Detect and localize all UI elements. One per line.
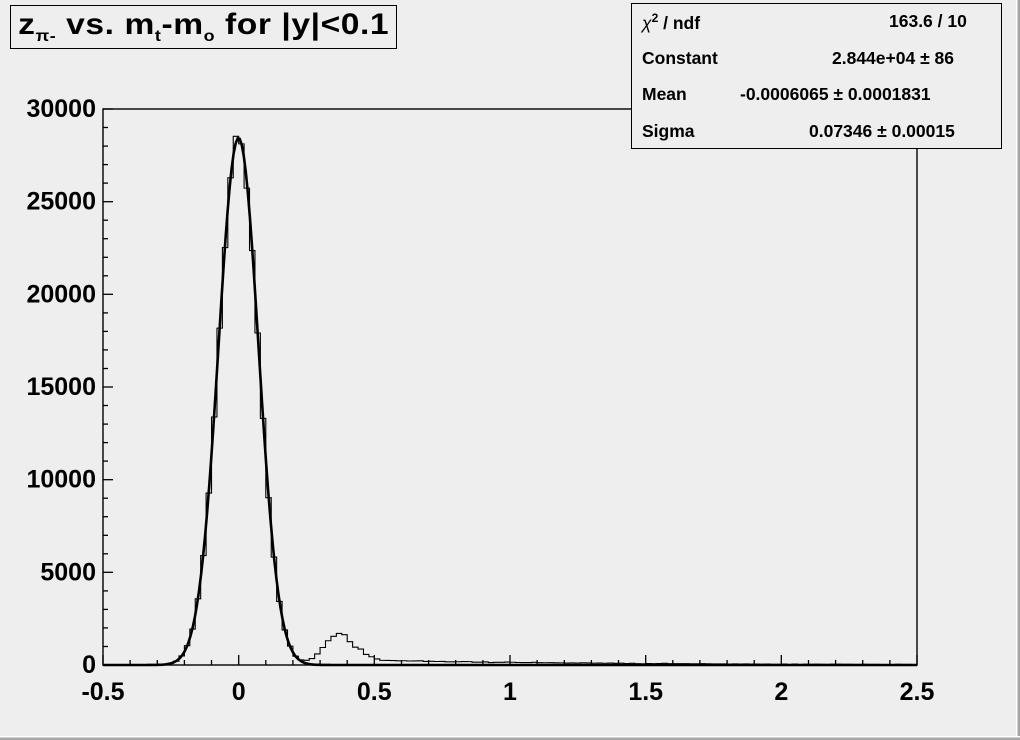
svg-text:2.5: 2.5 xyxy=(900,678,935,706)
svg-text:-0.5: -0.5 xyxy=(81,678,124,706)
svg-text:0.5: 0.5 xyxy=(357,678,392,706)
svg-text:20000: 20000 xyxy=(26,280,96,308)
svg-text:30000: 30000 xyxy=(26,95,96,123)
svg-text:1: 1 xyxy=(503,678,517,706)
svg-text:15000: 15000 xyxy=(26,373,96,401)
svg-text:25000: 25000 xyxy=(26,188,96,216)
svg-text:0: 0 xyxy=(82,651,96,679)
svg-text:1.5: 1.5 xyxy=(628,678,663,706)
svg-text:5000: 5000 xyxy=(40,558,96,586)
svg-text:10000: 10000 xyxy=(26,466,96,494)
svg-text:0: 0 xyxy=(232,678,246,706)
svg-text:2: 2 xyxy=(774,678,788,706)
